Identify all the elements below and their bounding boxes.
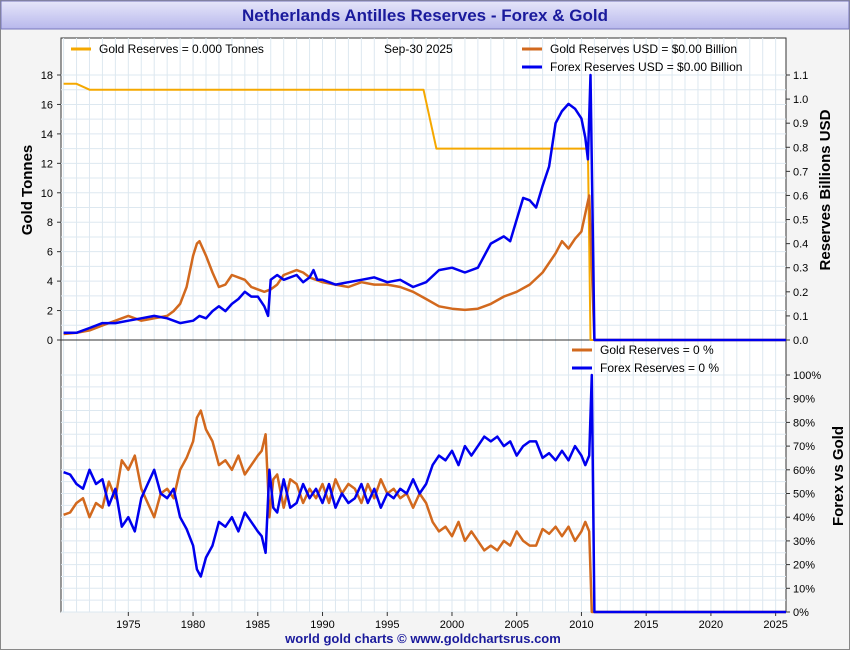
right-tick-label-bottom: 60% bbox=[793, 465, 815, 477]
chart-title: Netherlands Antilles Reserves - Forex & … bbox=[242, 6, 608, 25]
legend-forex-pct: Forex Reserves = 0 % bbox=[600, 361, 719, 375]
x-tick-label: 2020 bbox=[699, 619, 723, 631]
left-tick-label: 12 bbox=[41, 158, 53, 170]
x-tick-label: 2015 bbox=[634, 619, 658, 631]
bottom-legend: Gold Reserves = 0 % Forex Reserves = 0 % bbox=[572, 343, 719, 375]
x-tick-label: 1995 bbox=[375, 619, 399, 631]
right-tick-label-bottom: 0% bbox=[793, 607, 809, 619]
right-tick-label-bottom: 30% bbox=[793, 536, 815, 548]
series-layer bbox=[63, 73, 786, 614]
right-tick-label-bottom: 50% bbox=[793, 489, 815, 501]
left-axis-title: Gold Tonnes bbox=[19, 145, 36, 236]
right-tick-label-bottom: 70% bbox=[793, 441, 815, 453]
right-tick-label-top: 1.0 bbox=[793, 94, 808, 106]
right-tick-label-top: 0.0 bbox=[793, 335, 808, 347]
legend-date: Sep-30 2025 bbox=[384, 42, 453, 56]
title-bar bbox=[0, 0, 850, 30]
x-tick-label: 2000 bbox=[440, 619, 464, 631]
legend-gold-tonnes: Gold Reserves = 0.000 Tonnes bbox=[99, 42, 264, 56]
series-forex-usd-line bbox=[63, 73, 786, 342]
left-tick-label: 4 bbox=[47, 276, 53, 288]
x-tick-label: 1985 bbox=[246, 619, 270, 631]
top-plot-area bbox=[60, 37, 787, 341]
right-tick-label-top: 0.6 bbox=[793, 190, 808, 202]
left-tick-label: 16 bbox=[41, 99, 53, 111]
legend-gold-pct: Gold Reserves = 0 % bbox=[600, 343, 714, 357]
right-tick-label-top: 0.3 bbox=[793, 263, 808, 275]
right-tick-label-top: 0.1 bbox=[793, 311, 808, 323]
left-tick-label: 18 bbox=[41, 70, 53, 82]
left-tick-label: 6 bbox=[47, 247, 53, 259]
series-gold-usd-line bbox=[63, 194, 786, 342]
right-tick-label-top: 1.1 bbox=[793, 70, 808, 82]
x-tick-label: 1975 bbox=[116, 619, 140, 631]
right-tick-label-bottom: 90% bbox=[793, 394, 815, 406]
right-tick-label-bottom: 40% bbox=[793, 512, 815, 524]
right-axis-title-top: Reserves Billions USD bbox=[817, 109, 834, 270]
grid-lines bbox=[61, 38, 786, 613]
left-tick-label: 2 bbox=[47, 306, 53, 318]
x-tick-label: 1980 bbox=[181, 619, 205, 631]
left-tick-label: 14 bbox=[41, 129, 53, 141]
footer-credit: world gold charts © www.goldchartsrus.co… bbox=[284, 631, 561, 646]
right-tick-label-top: 0.2 bbox=[793, 287, 808, 299]
right-tick-label-top: 0.5 bbox=[793, 215, 808, 227]
right-tick-label-bottom: 20% bbox=[793, 560, 815, 572]
right-tick-label-bottom: 10% bbox=[793, 583, 815, 595]
right-tick-label-bottom: 100% bbox=[793, 370, 821, 382]
legend-gold-usd: Gold Reserves USD = $0.00 Billion bbox=[550, 42, 737, 56]
axes: 0 2 4 6 8 10 12 14 16 18 0.0 0.1 0.2 0.3 0.4 0.5 0.6 0.7 0… bbox=[41, 70, 822, 631]
right-tick-label-top: 0.7 bbox=[793, 166, 808, 178]
right-tick-label-bottom: 80% bbox=[793, 417, 815, 429]
right-tick-label-top: 0.8 bbox=[793, 142, 808, 154]
top-legend: Gold Reserves = 0.000 Tonnes Sep-30 2025… bbox=[71, 42, 742, 74]
series-gold-pct-line bbox=[63, 409, 786, 614]
x-tick-label: 2010 bbox=[569, 619, 593, 631]
series-forex-pct-line bbox=[63, 373, 786, 614]
x-tick-label: 2005 bbox=[504, 619, 528, 631]
left-tick-label: 10 bbox=[41, 188, 53, 200]
series-gold-tonnes-line bbox=[63, 82, 786, 341]
x-tick-label: 2025 bbox=[763, 619, 787, 631]
right-tick-label-top: 0.4 bbox=[793, 239, 808, 251]
x-tick-label: 1990 bbox=[310, 619, 334, 631]
right-tick-label-top: 0.9 bbox=[793, 118, 808, 130]
left-tick-label: 8 bbox=[47, 217, 53, 229]
left-tick-label: 0 bbox=[47, 335, 53, 347]
legend-forex-usd: Forex Reserves USD = $0.00 Billion bbox=[550, 60, 742, 74]
right-axis-title-bottom: Forex vs Gold bbox=[830, 426, 847, 526]
bottom-plot-area bbox=[60, 339, 787, 613]
